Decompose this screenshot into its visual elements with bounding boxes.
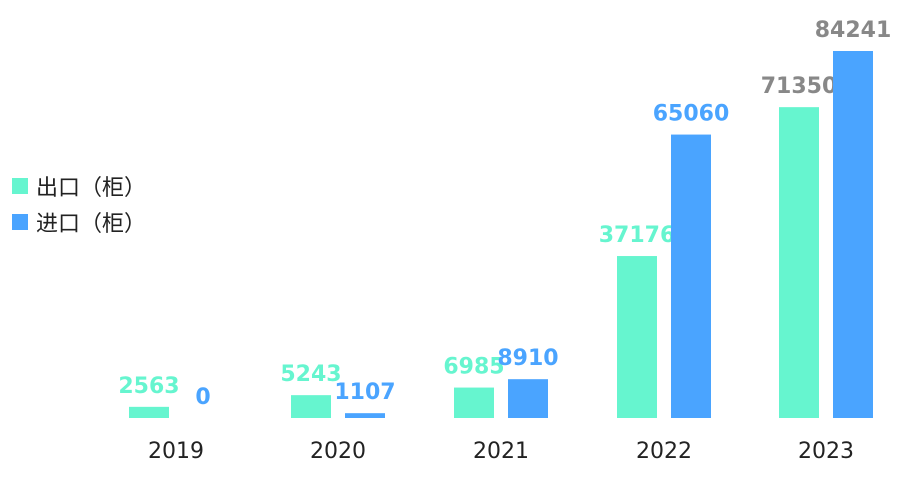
bar-import-2023 xyxy=(833,51,873,418)
legend-item-import: 进口（柜） xyxy=(12,204,146,240)
bar-import-2020 xyxy=(345,413,385,418)
x-tick-label-2021: 2021 xyxy=(473,439,529,464)
legend-swatch-import xyxy=(12,214,28,230)
bar-export-2019 xyxy=(129,406,169,418)
data-label-import-2021: 8910 xyxy=(497,346,558,371)
legend-label-export: 出口（柜） xyxy=(36,176,147,201)
data-label-export-2020: 5243 xyxy=(280,362,341,387)
bar-export-2022 xyxy=(617,256,657,418)
data-label-import-2022: 65060 xyxy=(653,102,730,127)
data-label-export-2023: 71350 xyxy=(761,74,838,99)
bar-export-2023 xyxy=(779,107,819,418)
legend-swatch-export xyxy=(12,178,28,194)
legend: 出口（柜） 进口（柜） xyxy=(12,168,146,240)
data-label-export-2021: 6985 xyxy=(443,355,504,380)
bar-import-2021 xyxy=(508,379,548,418)
bar-export-2020 xyxy=(291,395,331,418)
x-tick-label-2020: 2020 xyxy=(310,439,366,464)
bar-import-2022 xyxy=(671,134,711,418)
legend-label-import: 进口（柜） xyxy=(36,212,147,237)
x-tick-label-2022: 2022 xyxy=(636,439,692,464)
x-tick-label-2019: 2019 xyxy=(148,439,204,464)
data-label-export-2019: 2563 xyxy=(118,374,179,399)
data-label-import-2019: 0 xyxy=(195,385,210,410)
data-label-import-2023: 84241 xyxy=(815,18,892,43)
legend-item-export: 出口（柜） xyxy=(12,168,146,204)
x-tick-label-2023: 2023 xyxy=(798,439,854,464)
data-label-import-2020: 1107 xyxy=(334,380,395,405)
bar-export-2021 xyxy=(454,387,494,418)
data-label-export-2022: 37176 xyxy=(599,223,676,248)
